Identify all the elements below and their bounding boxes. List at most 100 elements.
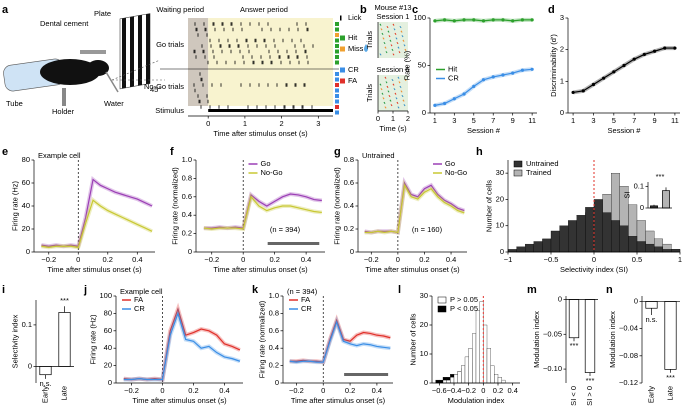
bar xyxy=(501,379,506,384)
y-axis-label: Trials xyxy=(365,31,374,49)
panel-label: n xyxy=(606,284,613,296)
y-axis-label: Firing rate (normalized) xyxy=(171,167,180,245)
category-label: Late xyxy=(59,386,68,401)
lick xyxy=(394,92,397,95)
y-tick-label: 0.6 xyxy=(182,192,192,201)
outcome-marker xyxy=(335,83,339,87)
lick xyxy=(380,28,383,31)
y-tick-label: 0.8 xyxy=(182,173,192,182)
y-tick-label: 2 xyxy=(560,45,564,54)
label: Holder xyxy=(52,107,75,116)
category-label: Early xyxy=(646,386,655,403)
outcome-marker xyxy=(335,72,339,76)
lick xyxy=(392,83,395,86)
bar xyxy=(611,220,620,253)
bar xyxy=(457,371,462,384)
category-label: Late xyxy=(665,386,674,401)
x-axis-label: Time after stimulus onset (s) xyxy=(291,396,386,405)
lick xyxy=(398,51,401,54)
panel-label: e xyxy=(2,146,8,158)
y-tick-label: 0 xyxy=(634,296,638,305)
y-tick-label: 0.1 xyxy=(22,320,32,329)
x-tick-label: 1 xyxy=(243,119,247,128)
point xyxy=(612,70,616,74)
water-drop xyxy=(364,44,368,52)
series-line xyxy=(41,178,153,247)
point xyxy=(530,67,534,71)
bar xyxy=(645,301,658,309)
y-axis-label: Firing rate (normalized) xyxy=(333,167,342,245)
lick xyxy=(384,106,387,109)
point xyxy=(442,101,447,106)
bar-label: *** xyxy=(586,376,595,385)
point xyxy=(433,19,437,23)
legend-label: P > 0.05 xyxy=(450,295,478,304)
y-tick-label: 0.4 xyxy=(182,210,192,219)
x-tick-label: −0.2 xyxy=(41,255,56,264)
bar xyxy=(662,249,672,253)
title: Mouse #13 xyxy=(374,3,411,12)
bar xyxy=(435,379,440,384)
x-tick-label: −0.6 xyxy=(432,386,447,395)
y-axis-label: Firing rate (Hz) xyxy=(11,180,20,231)
x-tick-label: 5 xyxy=(472,116,476,125)
x-tick-label: 0.4 xyxy=(219,386,229,395)
bar xyxy=(525,243,534,253)
row-label: Stimulus xyxy=(155,106,184,115)
lick xyxy=(395,37,398,40)
stimulus-bar xyxy=(208,109,333,112)
x-tick-label: 0 xyxy=(241,255,245,264)
y-tick-label: 40 xyxy=(22,201,30,210)
bar xyxy=(576,215,586,253)
y-tick-label: 0 xyxy=(28,361,32,370)
legend-label: Hit xyxy=(448,64,458,73)
x-tick-label: 1 xyxy=(433,116,437,125)
legend-label: P < 0.05 xyxy=(450,304,478,313)
point xyxy=(571,90,575,95)
x-tick-label: −0.5 xyxy=(544,255,559,264)
x-tick-label: −0.2 xyxy=(204,255,219,264)
lick xyxy=(393,28,396,31)
plate xyxy=(80,50,106,54)
x-tick-label: 0 xyxy=(76,255,80,264)
lick xyxy=(388,35,391,38)
lick xyxy=(392,53,395,56)
outcome-marker xyxy=(335,55,339,59)
x-tick-label: 0.2 xyxy=(419,255,429,264)
outcome-marker xyxy=(335,77,339,82)
x-tick-label: 0 xyxy=(481,386,485,395)
y-tick-label: 30 xyxy=(496,168,504,177)
point xyxy=(501,18,505,22)
y-tick-label: 1 xyxy=(560,76,564,85)
lick xyxy=(390,104,393,107)
lick xyxy=(396,42,399,45)
y-axis-label: Trials xyxy=(365,84,374,102)
y-axis-label: Modulation index xyxy=(532,311,541,368)
legend-label: No-Go xyxy=(261,168,283,177)
point xyxy=(520,18,525,22)
series-band xyxy=(123,306,241,382)
x-tick-label: 11 xyxy=(528,116,536,125)
significance-bar xyxy=(267,242,320,245)
mouse-head xyxy=(87,60,109,76)
x-axis-label: Session # xyxy=(467,126,501,135)
label: Dental cement xyxy=(40,19,89,28)
x-tick-label: −1 xyxy=(504,255,513,264)
point xyxy=(663,46,667,50)
lick xyxy=(404,48,407,51)
legend-label: FA xyxy=(348,76,357,85)
legend-label: Trained xyxy=(526,168,551,177)
y-axis-label: Rate (%) xyxy=(402,50,411,80)
lick xyxy=(400,90,403,93)
legend-label: Hit xyxy=(348,33,358,42)
answer-period xyxy=(208,18,333,106)
mouse-schematic xyxy=(3,13,165,106)
bar xyxy=(486,348,491,384)
x-tick-label: 0 xyxy=(160,386,164,395)
bar xyxy=(58,312,71,367)
y-axis-label: Discriminability (d′) xyxy=(549,34,558,97)
bar xyxy=(593,199,603,253)
x-tick-label: 9 xyxy=(511,116,515,125)
bar xyxy=(568,299,580,339)
point xyxy=(491,18,495,22)
